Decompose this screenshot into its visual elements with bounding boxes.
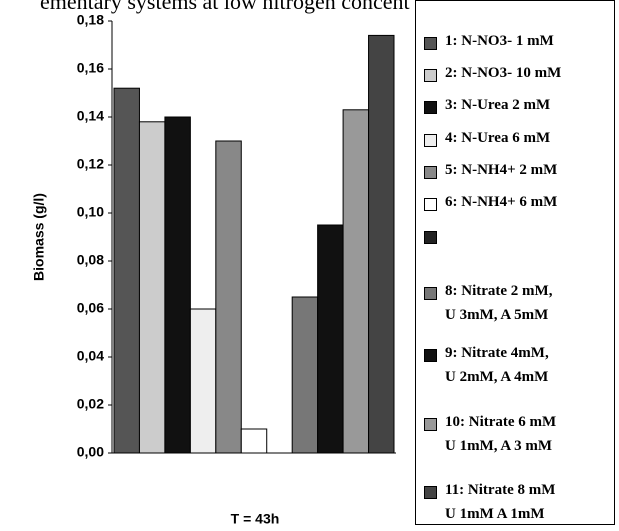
- legend-swatch: [424, 134, 437, 147]
- y-axis-label: Biomass (g/l): [31, 193, 47, 281]
- bar: [215, 140, 242, 454]
- legend-swatch: [424, 166, 437, 179]
- legend-entry: 5: N-NH4+ 2 mM: [424, 162, 557, 182]
- legend: 1: N-NO3- 1 mM 2: N-NO3- 10 mM 3: N-Urea 2…: [415, 0, 615, 525]
- legend-entry: 11: Nitrate 8 mM U 1mM A 1mM: [424, 482, 555, 526]
- x-axis-label: T = 43h: [231, 511, 280, 527]
- legend-label: 6: N-NH4+ 6 mM: [445, 194, 558, 210]
- chart: ementary systems at low nitrogen concent…: [31, 0, 410, 527]
- y-tick-label: 0,06: [77, 300, 104, 316]
- legend-entry: 2: N-NO3- 10 mM: [424, 65, 561, 85]
- legend-label: 10: Nitrate 6 mM U 1mM, A 3 mM: [445, 414, 557, 454]
- legend-entry: 3: N-Urea 2 mM: [424, 97, 550, 117]
- legend-entry: 9: Nitrate 4mM, U 2mM, A 4mM: [424, 345, 549, 389]
- legend-label: 11: Nitrate 8 mM U 1mM A 1mM: [445, 482, 556, 522]
- y-tick-label: 0,08: [77, 252, 104, 268]
- legend-label: 4: N-Urea 6 mM: [445, 130, 551, 146]
- legend-label: 1: N-NO3- 1 mM: [445, 33, 554, 49]
- legend-label: 5: N-NH4+ 2 mM: [445, 162, 558, 178]
- y-tick-label: 0,16: [77, 60, 104, 76]
- legend-swatch: [424, 486, 437, 499]
- legend-label: 3: N-Urea 2 mM: [445, 97, 551, 113]
- legend-swatch: [424, 231, 437, 244]
- bar: [138, 121, 166, 454]
- legend-swatch: [424, 37, 437, 50]
- bar: [164, 116, 191, 454]
- legend-entry: 8: Nitrate 2 mM, U 3mM, A 5mM: [424, 283, 552, 327]
- legend-swatch: [424, 287, 437, 300]
- legend-swatch: [424, 69, 437, 82]
- legend-entry: 1: N-NO3- 1 mM: [424, 33, 554, 53]
- legend-entry: [424, 228, 445, 244]
- bar: [317, 224, 344, 454]
- y-tick-label: 0,14: [77, 108, 104, 124]
- legend-label: 9: Nitrate 4mM, U 2mM, A 4mM: [445, 345, 549, 385]
- legend-entry: 6: N-NH4+ 6 mM: [424, 194, 557, 214]
- legend-entry: 4: N-Urea 6 mM: [424, 130, 550, 150]
- y-tick-label: 0,18: [77, 12, 104, 28]
- legend-swatch: [424, 198, 437, 211]
- chart-title: ementary systems at low nitrogen concent…: [40, 0, 410, 14]
- legend-swatch: [424, 101, 437, 114]
- legend-swatch: [424, 349, 437, 362]
- legend-swatch: [424, 418, 437, 431]
- legend-entry: 10: Nitrate 6 mM U 1mM, A 3 mM: [424, 414, 556, 458]
- y-tick-label: 0,04: [77, 348, 104, 364]
- legend-label: 2: N-NO3- 10 mM: [445, 65, 562, 81]
- bar: [113, 87, 140, 454]
- y-tick-label: 0,02: [77, 396, 104, 412]
- y-tick-label: 0,00: [77, 444, 104, 460]
- bar: [368, 34, 395, 454]
- y-tick-label: 0,12: [77, 156, 104, 172]
- bar: [240, 428, 268, 454]
- bar: [291, 296, 319, 454]
- y-tick-label: 0,10: [77, 204, 104, 220]
- legend-label: 8: Nitrate 2 mM, U 3mM, A 5mM: [445, 283, 553, 323]
- bar: [189, 308, 217, 454]
- bar: [342, 109, 370, 454]
